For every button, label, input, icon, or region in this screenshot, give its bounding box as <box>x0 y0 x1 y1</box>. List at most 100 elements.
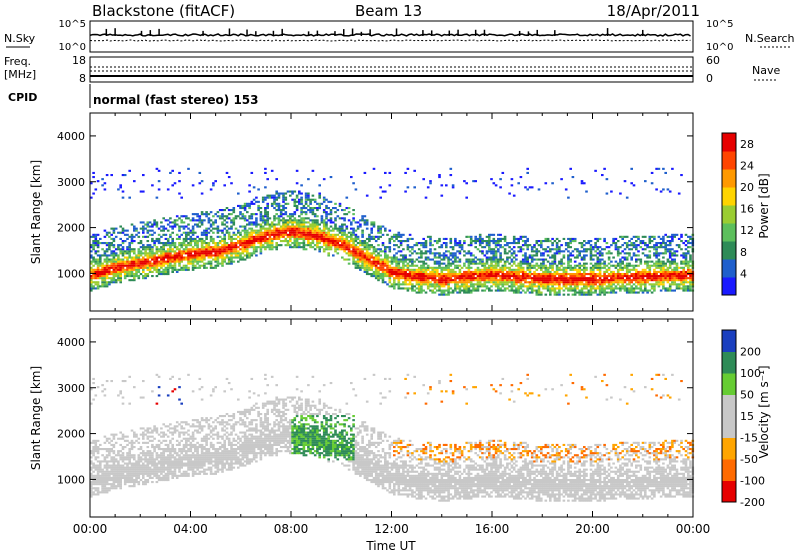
power-cell <box>300 231 303 234</box>
power-cell <box>90 266 93 269</box>
power-cell <box>191 248 195 251</box>
power-cell <box>467 252 471 255</box>
power-cell <box>478 235 482 238</box>
power-cell <box>390 270 394 273</box>
power-cell <box>657 264 661 267</box>
power-cell <box>133 235 136 238</box>
power-cell <box>571 273 575 276</box>
power-cell <box>96 268 100 271</box>
power-cell <box>662 262 665 265</box>
power-cell <box>307 242 310 245</box>
power-cell <box>126 260 129 263</box>
power-cell <box>478 260 482 263</box>
power-cell <box>494 266 498 269</box>
power-cell <box>293 229 297 232</box>
power-cell <box>662 246 665 249</box>
power-cell <box>689 235 692 238</box>
power-cell <box>327 235 330 238</box>
power-cell <box>558 248 561 251</box>
power-cell <box>598 285 602 288</box>
power-cell <box>544 277 548 280</box>
power-cell <box>101 281 104 284</box>
power-cell <box>196 248 199 251</box>
power-cell <box>583 256 586 259</box>
power-cell <box>580 256 584 259</box>
power-cell <box>458 250 462 253</box>
power-cell <box>241 246 245 249</box>
power-cell <box>497 283 500 286</box>
power-cell <box>261 233 265 236</box>
power-cell <box>379 186 382 189</box>
power-cell <box>90 256 93 259</box>
power-cell <box>594 291 597 294</box>
power-cell <box>361 256 364 259</box>
power-cell <box>286 235 290 238</box>
power-cell <box>189 262 193 265</box>
power-cell <box>311 169 315 172</box>
power-cell <box>381 270 385 273</box>
power-cell <box>395 237 398 240</box>
power-cell <box>209 254 213 257</box>
power-cell <box>589 287 593 290</box>
power-cell <box>440 283 444 286</box>
power-cell <box>293 235 297 238</box>
power-cell <box>442 262 446 265</box>
power-cell <box>295 231 299 234</box>
power-cell <box>92 256 95 259</box>
power-cell <box>596 275 600 278</box>
power-cell <box>128 246 131 249</box>
power-cell <box>266 233 269 236</box>
power-cell <box>198 258 202 261</box>
power-cell <box>248 231 251 234</box>
power-cell <box>567 250 570 253</box>
power-cell <box>637 258 640 261</box>
power-cell <box>508 192 511 195</box>
power-cell <box>302 240 306 243</box>
power-cell <box>277 219 281 222</box>
power-cell <box>682 256 685 259</box>
power-cell <box>476 237 480 240</box>
power-cell <box>664 171 667 174</box>
power-cell <box>282 198 285 201</box>
power-cell <box>494 275 498 278</box>
power-cell <box>363 219 367 222</box>
power-cell <box>232 256 236 259</box>
power-cell <box>639 273 643 276</box>
power-cell <box>478 270 482 273</box>
power-cell <box>544 283 548 286</box>
power-cell <box>300 213 303 216</box>
power-cell <box>108 273 111 276</box>
power-cell <box>607 252 611 255</box>
power-cell <box>343 240 346 243</box>
power-cell <box>635 268 638 271</box>
power-cell <box>449 291 453 294</box>
power-cell <box>137 248 141 251</box>
power-cell <box>614 244 618 247</box>
power-cell <box>264 235 267 238</box>
power-cell <box>246 202 249 205</box>
power-cell <box>119 268 122 271</box>
power-cell <box>449 268 453 271</box>
power-cell <box>451 254 455 257</box>
power-cell <box>114 264 118 267</box>
power-cell <box>108 277 111 280</box>
power-cell <box>404 190 407 193</box>
power-cell <box>621 262 624 265</box>
power-cell <box>133 240 136 243</box>
power-cell <box>361 248 364 251</box>
power-cell <box>144 264 147 267</box>
power-cell <box>316 221 319 224</box>
power-cell <box>680 270 683 273</box>
power-cell <box>223 256 226 259</box>
power-cell <box>415 277 419 280</box>
power-cell <box>130 260 134 263</box>
power-cell <box>135 270 138 273</box>
power-cell <box>329 211 333 214</box>
power-cell <box>372 264 376 267</box>
power-cell <box>576 254 579 257</box>
power-cell <box>92 244 95 247</box>
power-cell <box>160 256 163 259</box>
power-cell <box>318 250 321 253</box>
power-cell <box>261 217 265 220</box>
power-cell <box>164 270 168 273</box>
